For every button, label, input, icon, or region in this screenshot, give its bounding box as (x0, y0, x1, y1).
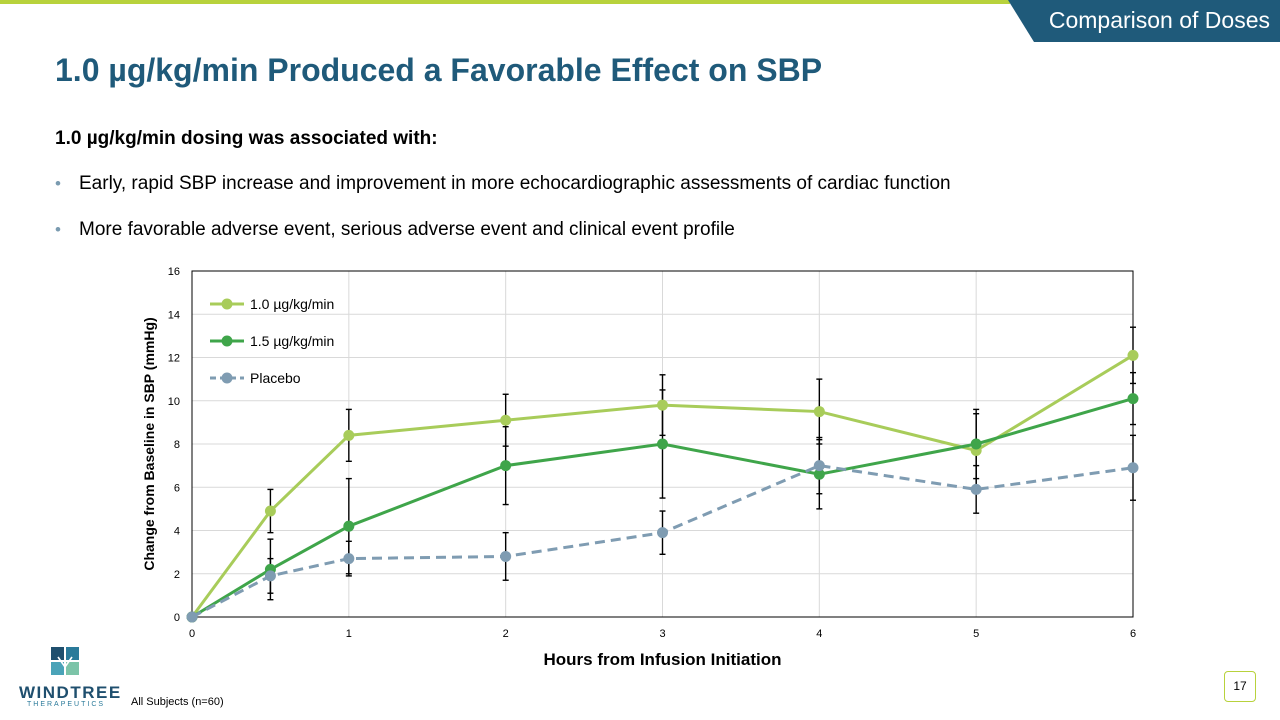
x-tick-label: 5 (973, 628, 979, 640)
y-tick-label: 6 (174, 482, 180, 494)
top-accent-bar (0, 0, 1010, 4)
legend-swatch-marker (221, 298, 233, 310)
section-tab: Comparison of Doses (1008, 0, 1280, 42)
data-point (500, 550, 512, 562)
legend-label: 1.5 µg/kg/min (250, 333, 334, 349)
x-tick-label: 1 (346, 628, 352, 640)
windtree-logo-icon (51, 647, 79, 676)
data-point (264, 505, 276, 517)
data-point (1127, 349, 1139, 361)
data-point (343, 553, 355, 565)
series-line (191, 397, 1134, 619)
bullet-list: • Early, rapid SBP increase and improvem… (55, 172, 951, 264)
y-tick-label: 10 (168, 396, 180, 408)
data-point (813, 460, 825, 472)
bullet-text: More favorable adverse event, serious ad… (79, 219, 735, 240)
y-tick-label: 16 (168, 266, 180, 278)
legend-label: 1.0 µg/kg/min (250, 296, 334, 312)
x-tick-label: 3 (659, 628, 665, 640)
x-tick-label: 4 (816, 628, 822, 640)
y-tick-label: 14 (168, 309, 180, 321)
bullet-text: Early, rapid SBP increase and improvemen… (79, 173, 951, 194)
legend-label: Placebo (250, 370, 301, 386)
data-point (813, 468, 825, 480)
slide-intro: 1.0 µg/kg/min dosing was associated with… (55, 128, 438, 149)
bullet-item: • More favorable adverse event, serious … (55, 218, 951, 264)
x-tick-label: 6 (1130, 628, 1136, 640)
data-point (186, 611, 198, 623)
section-tab-label: Comparison of Doses (1048, 7, 1270, 33)
data-point (264, 570, 276, 582)
bullet-dot-icon: • (55, 174, 61, 193)
section-tab-shape (1008, 0, 1280, 42)
data-point (657, 399, 668, 411)
bullet-item: • Early, rapid SBP increase and improvem… (55, 172, 951, 218)
data-point (1127, 462, 1139, 474)
y-tick-label: 4 (174, 526, 180, 538)
y-tick-label: 12 (168, 353, 180, 365)
data-point (1127, 393, 1139, 405)
data-point (970, 483, 982, 495)
y-tick-label: 8 (174, 439, 180, 451)
y-axis-title: Change from Baseline in SBP (mmHg) (141, 317, 157, 570)
bullet-dot-icon: • (55, 220, 61, 239)
page-number: 17 (1224, 671, 1256, 702)
y-tick-label: 0 (174, 612, 180, 624)
data-point (343, 429, 355, 441)
logo-subtitle: THERAPEUTICS (27, 701, 106, 708)
data-point (657, 438, 668, 450)
data-point (813, 406, 825, 418)
footnote: All Subjects (n=60) (131, 696, 224, 708)
x-axis-title: Hours from Infusion Initiation (544, 650, 782, 669)
data-point (500, 414, 512, 426)
slide-title: 1.0 µg/kg/min Produced a Favorable Effec… (55, 52, 823, 88)
logo-wordmark: WINDTREE (19, 683, 122, 702)
series-line (191, 464, 1134, 619)
legend-swatch-marker (221, 335, 233, 347)
x-tick-label: 2 (503, 628, 509, 640)
x-tick-label: 0 (189, 628, 195, 640)
data-point (343, 520, 355, 532)
series-line (190, 354, 1134, 618)
legend-swatch-marker (221, 372, 233, 384)
data-point (970, 438, 982, 450)
data-point (500, 460, 512, 472)
data-point (657, 527, 668, 539)
y-tick-label: 2 (174, 569, 180, 581)
